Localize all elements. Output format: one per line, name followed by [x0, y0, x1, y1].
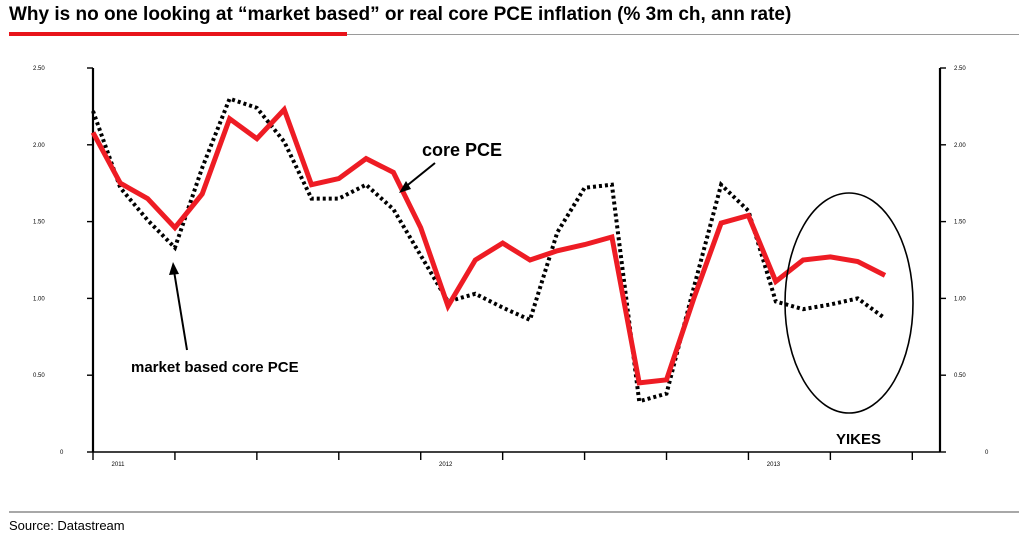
x-tick-label: 2011 — [112, 462, 126, 468]
line-chart: 2.50 2.50 2.00 2.00 1.50 1.50 1.00 1.00 0.50 0.50… — [33, 66, 989, 468]
title-accent-bar — [9, 32, 347, 36]
footer-rule — [9, 511, 1019, 513]
market-based-arrowhead — [169, 262, 179, 275]
x-tick-label: 2013 — [767, 462, 781, 468]
y-tick-label-left: 1.00 — [33, 296, 45, 302]
y-tick-label-left: 2.50 — [33, 66, 45, 72]
source-note: Source: Datastream — [9, 518, 125, 533]
y-tick-label-right: 2.50 — [954, 66, 966, 72]
y-tick-label-right: 0.50 — [954, 373, 966, 379]
market-based-label: market based core PCE — [131, 359, 299, 376]
y-tick-label-left: 0 — [60, 450, 64, 456]
core-pce-arrowhead — [399, 181, 411, 193]
y-tick-label-left: 2.00 — [33, 143, 45, 149]
y-tick-label-left: 0.50 — [33, 373, 45, 379]
y-tick-labels: 2.50 2.50 2.00 2.00 1.50 1.50 1.00 1.00 0.50 0.50… — [33, 66, 989, 456]
y-tick-label-right: 2.00 — [954, 143, 966, 149]
y-tick-label-right: 1.50 — [954, 220, 966, 226]
y-tick-label-right: 1.00 — [954, 296, 966, 302]
x-tick-labels: 2011 2012 2013 — [112, 462, 781, 468]
yikes-circle — [784, 192, 914, 414]
core-pce-arrow — [403, 162, 436, 189]
chart-axes — [87, 67, 946, 460]
annotations: core PCE market based core PCE YIKES — [131, 140, 914, 448]
x-tick-label: 2012 — [439, 462, 453, 468]
market-based-arrow — [173, 270, 188, 351]
title-underline — [9, 34, 1019, 35]
core-pce-label: core PCE — [422, 140, 502, 160]
yikes-label: YIKES — [836, 431, 881, 448]
y-tick-label-right: 0 — [985, 450, 989, 456]
core-pce-line — [90, 104, 887, 386]
series-lines — [90, 96, 887, 404]
chart-title: Why is no one looking at “market based” … — [9, 4, 792, 25]
y-tick-label-left: 1.50 — [33, 220, 45, 226]
